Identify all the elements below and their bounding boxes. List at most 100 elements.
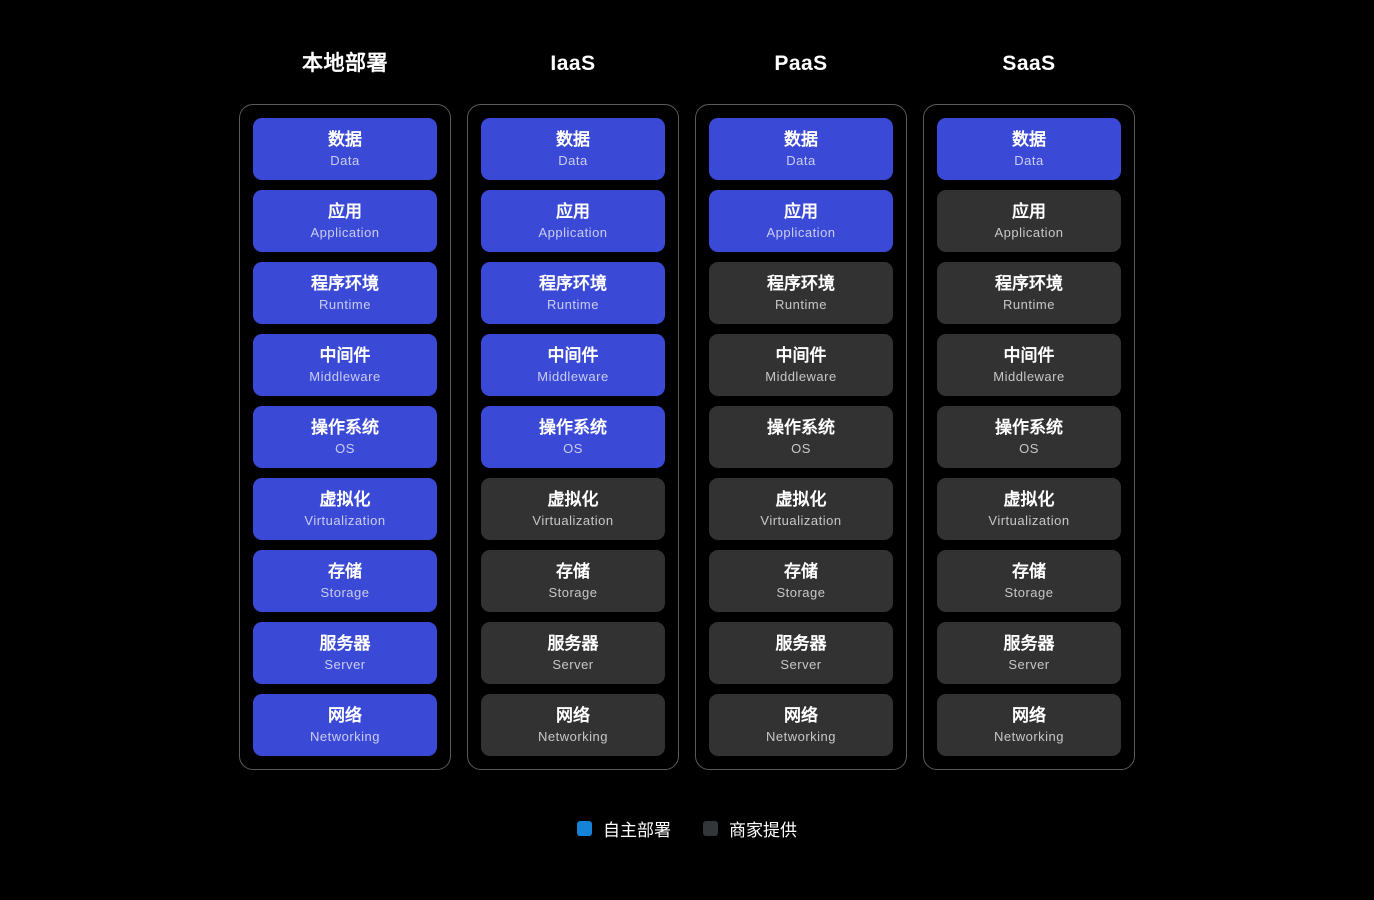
layer-storage: 存储 Storage <box>937 550 1121 612</box>
layer-virtualization: 虚拟化 Virtualization <box>937 478 1121 540</box>
layer-label-en: Data <box>558 152 588 168</box>
layer-label-en: Storage <box>548 584 598 600</box>
legend: 自主部署 商家提供 <box>0 816 1374 841</box>
layer-label-zh: 中间件 <box>1003 345 1055 365</box>
layer-label-en: Virtualization <box>988 512 1070 528</box>
layer-label-zh: 操作系统 <box>767 417 835 437</box>
layer-label-en: Application <box>766 224 836 240</box>
layer-label-zh: 虚拟化 <box>547 489 599 509</box>
layer-storage: 存储 Storage <box>481 550 665 612</box>
layer-label-en: Application <box>994 224 1064 240</box>
layer-data: 数据 Data <box>481 118 665 180</box>
legend-item-self: 自主部署 <box>577 816 671 841</box>
layer-label-en: OS <box>563 440 583 456</box>
layer-storage: 存储 Storage <box>253 550 437 612</box>
layer-label-en: Runtime <box>319 296 371 312</box>
layer-label-zh: 中间件 <box>319 345 371 365</box>
column-title: PaaS <box>774 52 828 75</box>
layer-label-en: Middleware <box>537 368 609 384</box>
layer-label-zh: 数据 <box>784 129 818 149</box>
layer-application: 应用 Application <box>709 190 893 252</box>
layer-label-en: Runtime <box>547 296 599 312</box>
layer-label-zh: 虚拟化 <box>1003 489 1055 509</box>
column-SaaS: SaaS 数据 Data 应用 Application 程序环境 Runtime 中间件 Mid… <box>923 50 1135 770</box>
layer-label-en: Storage <box>1004 584 1054 600</box>
layer-label-zh: 中间件 <box>547 345 599 365</box>
layer-label-zh: 网络 <box>328 705 362 725</box>
layer-runtime: 程序环境 Runtime <box>253 262 437 324</box>
layer-stack: 数据 Data 应用 Application 程序环境 Runtime 中间件 Middlew… <box>923 104 1135 770</box>
legend-swatch-vendor <box>703 821 718 836</box>
layer-label-zh: 应用 <box>784 201 818 221</box>
layer-label-en: Virtualization <box>760 512 842 528</box>
layer-label-zh: 操作系统 <box>539 417 607 437</box>
layer-os: 操作系统 OS <box>253 406 437 468</box>
layer-application: 应用 Application <box>937 190 1121 252</box>
layer-networking: 网络 Networking <box>253 694 437 756</box>
layer-os: 操作系统 OS <box>937 406 1121 468</box>
layer-label-zh: 虚拟化 <box>319 489 371 509</box>
layer-label-en: Server <box>780 656 822 672</box>
layer-server: 服务器 Server <box>253 622 437 684</box>
layer-label-en: Server <box>324 656 366 672</box>
layer-runtime: 程序环境 Runtime <box>481 262 665 324</box>
columns-row: 本地部署 数据 Data 应用 Application 程序环境 Runtime 中间件 Mid… <box>239 50 1135 770</box>
column-PaaS: PaaS 数据 Data 应用 Application 程序环境 Runtime 中间件 Mid… <box>695 50 907 770</box>
column-title: IaaS <box>550 52 596 75</box>
layer-label-en: OS <box>791 440 811 456</box>
layer-server: 服务器 Server <box>709 622 893 684</box>
layer-label-zh: 服务器 <box>547 633 599 653</box>
layer-label-en: Virtualization <box>532 512 614 528</box>
layer-server: 服务器 Server <box>481 622 665 684</box>
layer-label-en: Networking <box>537 728 609 744</box>
layer-label-en: Virtualization <box>304 512 386 528</box>
layer-data: 数据 Data <box>937 118 1121 180</box>
layer-middleware: 中间件 Middleware <box>937 334 1121 396</box>
column-title: 本地部署 <box>302 52 388 75</box>
layer-label-zh: 服务器 <box>1003 633 1055 653</box>
layer-server: 服务器 Server <box>937 622 1121 684</box>
layer-label-en: OS <box>335 440 355 456</box>
layer-label-en: Runtime <box>1003 296 1055 312</box>
layer-label-en: Server <box>1008 656 1050 672</box>
layer-label-en: Networking <box>309 728 381 744</box>
layer-stack: 数据 Data 应用 Application 程序环境 Runtime 中间件 Middlew… <box>695 104 907 770</box>
layer-label-zh: 网络 <box>556 705 590 725</box>
layer-label-en: OS <box>1019 440 1039 456</box>
layer-label-en: Data <box>1014 152 1044 168</box>
layer-label-zh: 操作系统 <box>311 417 379 437</box>
layer-label-en: Application <box>538 224 608 240</box>
layer-networking: 网络 Networking <box>709 694 893 756</box>
layer-label-zh: 存储 <box>1012 561 1046 581</box>
layer-label-en: Networking <box>765 728 837 744</box>
layer-runtime: 程序环境 Runtime <box>937 262 1121 324</box>
layer-label-zh: 应用 <box>328 201 362 221</box>
layer-label-zh: 数据 <box>1012 129 1046 149</box>
layer-label-zh: 网络 <box>784 705 818 725</box>
layer-label-en: Data <box>330 152 360 168</box>
layer-label-zh: 数据 <box>556 129 590 149</box>
layer-middleware: 中间件 Middleware <box>709 334 893 396</box>
layer-label-en: Middleware <box>765 368 837 384</box>
layer-application: 应用 Application <box>481 190 665 252</box>
column-IaaS: IaaS 数据 Data 应用 Application 程序环境 Runtime 中间件 Mid… <box>467 50 679 770</box>
layer-label-zh: 存储 <box>328 561 362 581</box>
layer-label-en: Application <box>310 224 380 240</box>
layer-label-zh: 程序环境 <box>767 273 835 293</box>
legend-label: 自主部署 <box>603 821 671 840</box>
layer-label-zh: 网络 <box>1012 705 1046 725</box>
layer-label-zh: 操作系统 <box>995 417 1063 437</box>
layer-storage: 存储 Storage <box>709 550 893 612</box>
layer-label-zh: 程序环境 <box>539 273 607 293</box>
layer-label-en: Networking <box>993 728 1065 744</box>
layer-virtualization: 虚拟化 Virtualization <box>253 478 437 540</box>
layer-label-zh: 服务器 <box>775 633 827 653</box>
layer-label-zh: 程序环境 <box>311 273 379 293</box>
layer-label-en: Server <box>552 656 594 672</box>
layer-label-zh: 服务器 <box>319 633 371 653</box>
layer-data: 数据 Data <box>709 118 893 180</box>
layer-networking: 网络 Networking <box>937 694 1121 756</box>
legend-swatch-self <box>577 821 592 836</box>
layer-stack: 数据 Data 应用 Application 程序环境 Runtime 中间件 Middlew… <box>467 104 679 770</box>
